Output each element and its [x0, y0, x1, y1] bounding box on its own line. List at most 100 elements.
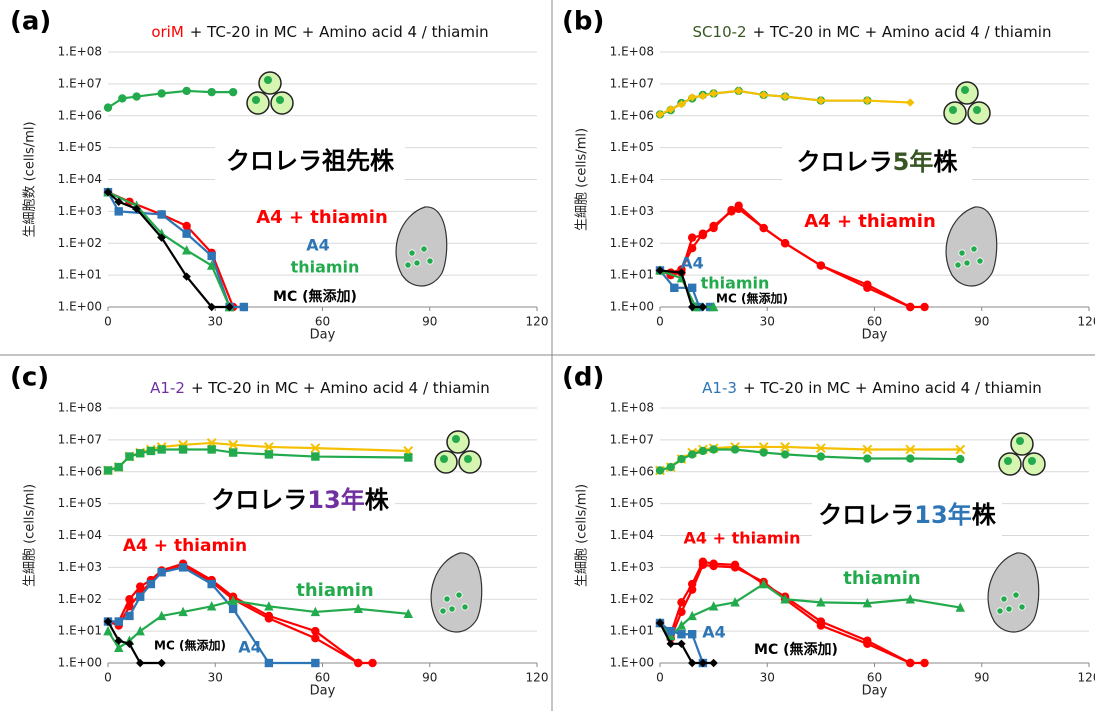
cell-nucleus	[1016, 437, 1024, 445]
y-tick-label: 1.E+08	[610, 401, 654, 415]
cell-nucleus	[961, 86, 969, 94]
data-point	[115, 617, 123, 625]
x-axis-label: Day	[862, 684, 888, 699]
data-point	[147, 580, 155, 588]
data-point	[699, 561, 707, 569]
y-tick-label: 1.E+01	[58, 624, 102, 638]
y-axis-label: 生細胞 (cells/ml)	[575, 128, 590, 231]
y-tick-label: 1.E+02	[610, 236, 654, 250]
data-point	[781, 450, 789, 458]
cell-dot	[1013, 592, 1019, 598]
data-point	[670, 284, 678, 292]
y-tick-label: 1.E+01	[58, 268, 102, 282]
data-point	[136, 449, 144, 457]
y-tick-label: 1.E+02	[58, 592, 102, 606]
x-tick-label: 30	[760, 671, 775, 685]
title-strain: SC10-2	[693, 23, 747, 41]
annotation: A4	[702, 623, 726, 642]
cell-dot	[421, 246, 427, 252]
cell-dot	[997, 608, 1003, 614]
data-point	[104, 103, 112, 111]
data-point	[207, 445, 215, 453]
chart-title: A1-2+ TC-20 in MC + Amino acid 4 / thiam…	[150, 379, 490, 397]
cell-nucleus	[949, 106, 957, 114]
y-tick-label: 1.E+08	[58, 401, 102, 415]
data-point	[125, 612, 133, 620]
y-tick-label: 1.E+04	[610, 528, 654, 542]
data-point	[709, 222, 717, 230]
data-point	[817, 452, 825, 460]
data-point	[207, 88, 215, 96]
cell-dot	[977, 258, 983, 264]
x-tick-label: 30	[208, 315, 223, 329]
title-strain: A1-3	[702, 379, 737, 397]
data-point	[688, 233, 696, 241]
x-tick-label: 120	[1078, 315, 1095, 329]
data-point	[906, 659, 914, 667]
panel-label: (a)	[10, 7, 51, 37]
annotation: MC (無添加)	[273, 288, 357, 305]
x-tick-label: 0	[104, 671, 112, 685]
data-point	[179, 563, 187, 571]
data-point	[699, 231, 707, 239]
y-tick-label: 1.E+03	[610, 204, 654, 218]
data-point	[118, 94, 126, 102]
data-point	[734, 205, 742, 213]
data-point	[182, 87, 190, 95]
data-point	[125, 452, 133, 460]
x-axis-label: Day	[862, 328, 888, 343]
y-tick-label: 1.E+04	[610, 172, 654, 186]
strain-label-part: 5年	[893, 148, 934, 176]
data-point	[677, 630, 685, 638]
data-point	[709, 445, 717, 453]
data-point	[731, 445, 739, 453]
data-point	[920, 303, 928, 311]
data-point	[132, 92, 140, 100]
annotation: A4 + thiamin	[804, 211, 936, 232]
x-tick-label: 60	[315, 315, 330, 329]
strain-label: クロレラ13年株	[818, 501, 996, 529]
cell-dot	[427, 258, 433, 264]
data-point	[759, 448, 767, 456]
strain-label-part: 株	[933, 148, 958, 176]
data-point	[229, 88, 237, 96]
data-point	[115, 463, 123, 471]
y-tick-label: 1.E+03	[610, 560, 654, 574]
data-point	[229, 448, 237, 456]
data-point	[404, 453, 412, 461]
y-tick-label: 1.E+08	[610, 45, 654, 59]
data-point	[182, 229, 190, 237]
y-tick-label: 1.E+03	[58, 204, 102, 218]
strain-label-part: 株	[365, 486, 390, 514]
data-point	[265, 614, 273, 622]
cell-dot	[1001, 596, 1007, 602]
strain-label-part: クロレラ	[211, 486, 307, 514]
cell-nucleus	[973, 106, 981, 114]
cell-dot	[971, 246, 977, 252]
y-axis-label: 生細胞数 (cells/ml)	[23, 121, 38, 237]
strain-label-part: 株	[972, 501, 997, 529]
strain-label-part: 13年	[307, 486, 364, 514]
data-point	[688, 450, 696, 458]
y-tick-label: 1.E+02	[58, 236, 102, 250]
x-tick-label: 90	[974, 671, 989, 685]
data-point	[699, 447, 707, 455]
data-point	[759, 224, 767, 232]
y-tick-label: 1.E+06	[58, 108, 102, 122]
title-text: + TC-20 in MC + Amino acid 4 / thiamin	[753, 23, 1052, 41]
x-tick-label: 90	[974, 315, 989, 329]
data-point	[115, 207, 123, 215]
data-point	[688, 585, 696, 593]
data-point	[709, 562, 717, 570]
data-point	[179, 445, 187, 453]
cell-dot	[462, 604, 468, 610]
y-tick-label: 1.E+04	[58, 528, 102, 542]
data-point	[688, 284, 696, 292]
annotation: MC (無添加)	[154, 638, 226, 653]
cell-dot	[409, 250, 415, 256]
y-tick-label: 1.E+07	[610, 76, 654, 90]
strain-label-part: クロレラ	[818, 501, 914, 529]
panel-label: (c)	[10, 363, 49, 393]
data-point	[265, 659, 273, 667]
data-point	[136, 593, 144, 601]
